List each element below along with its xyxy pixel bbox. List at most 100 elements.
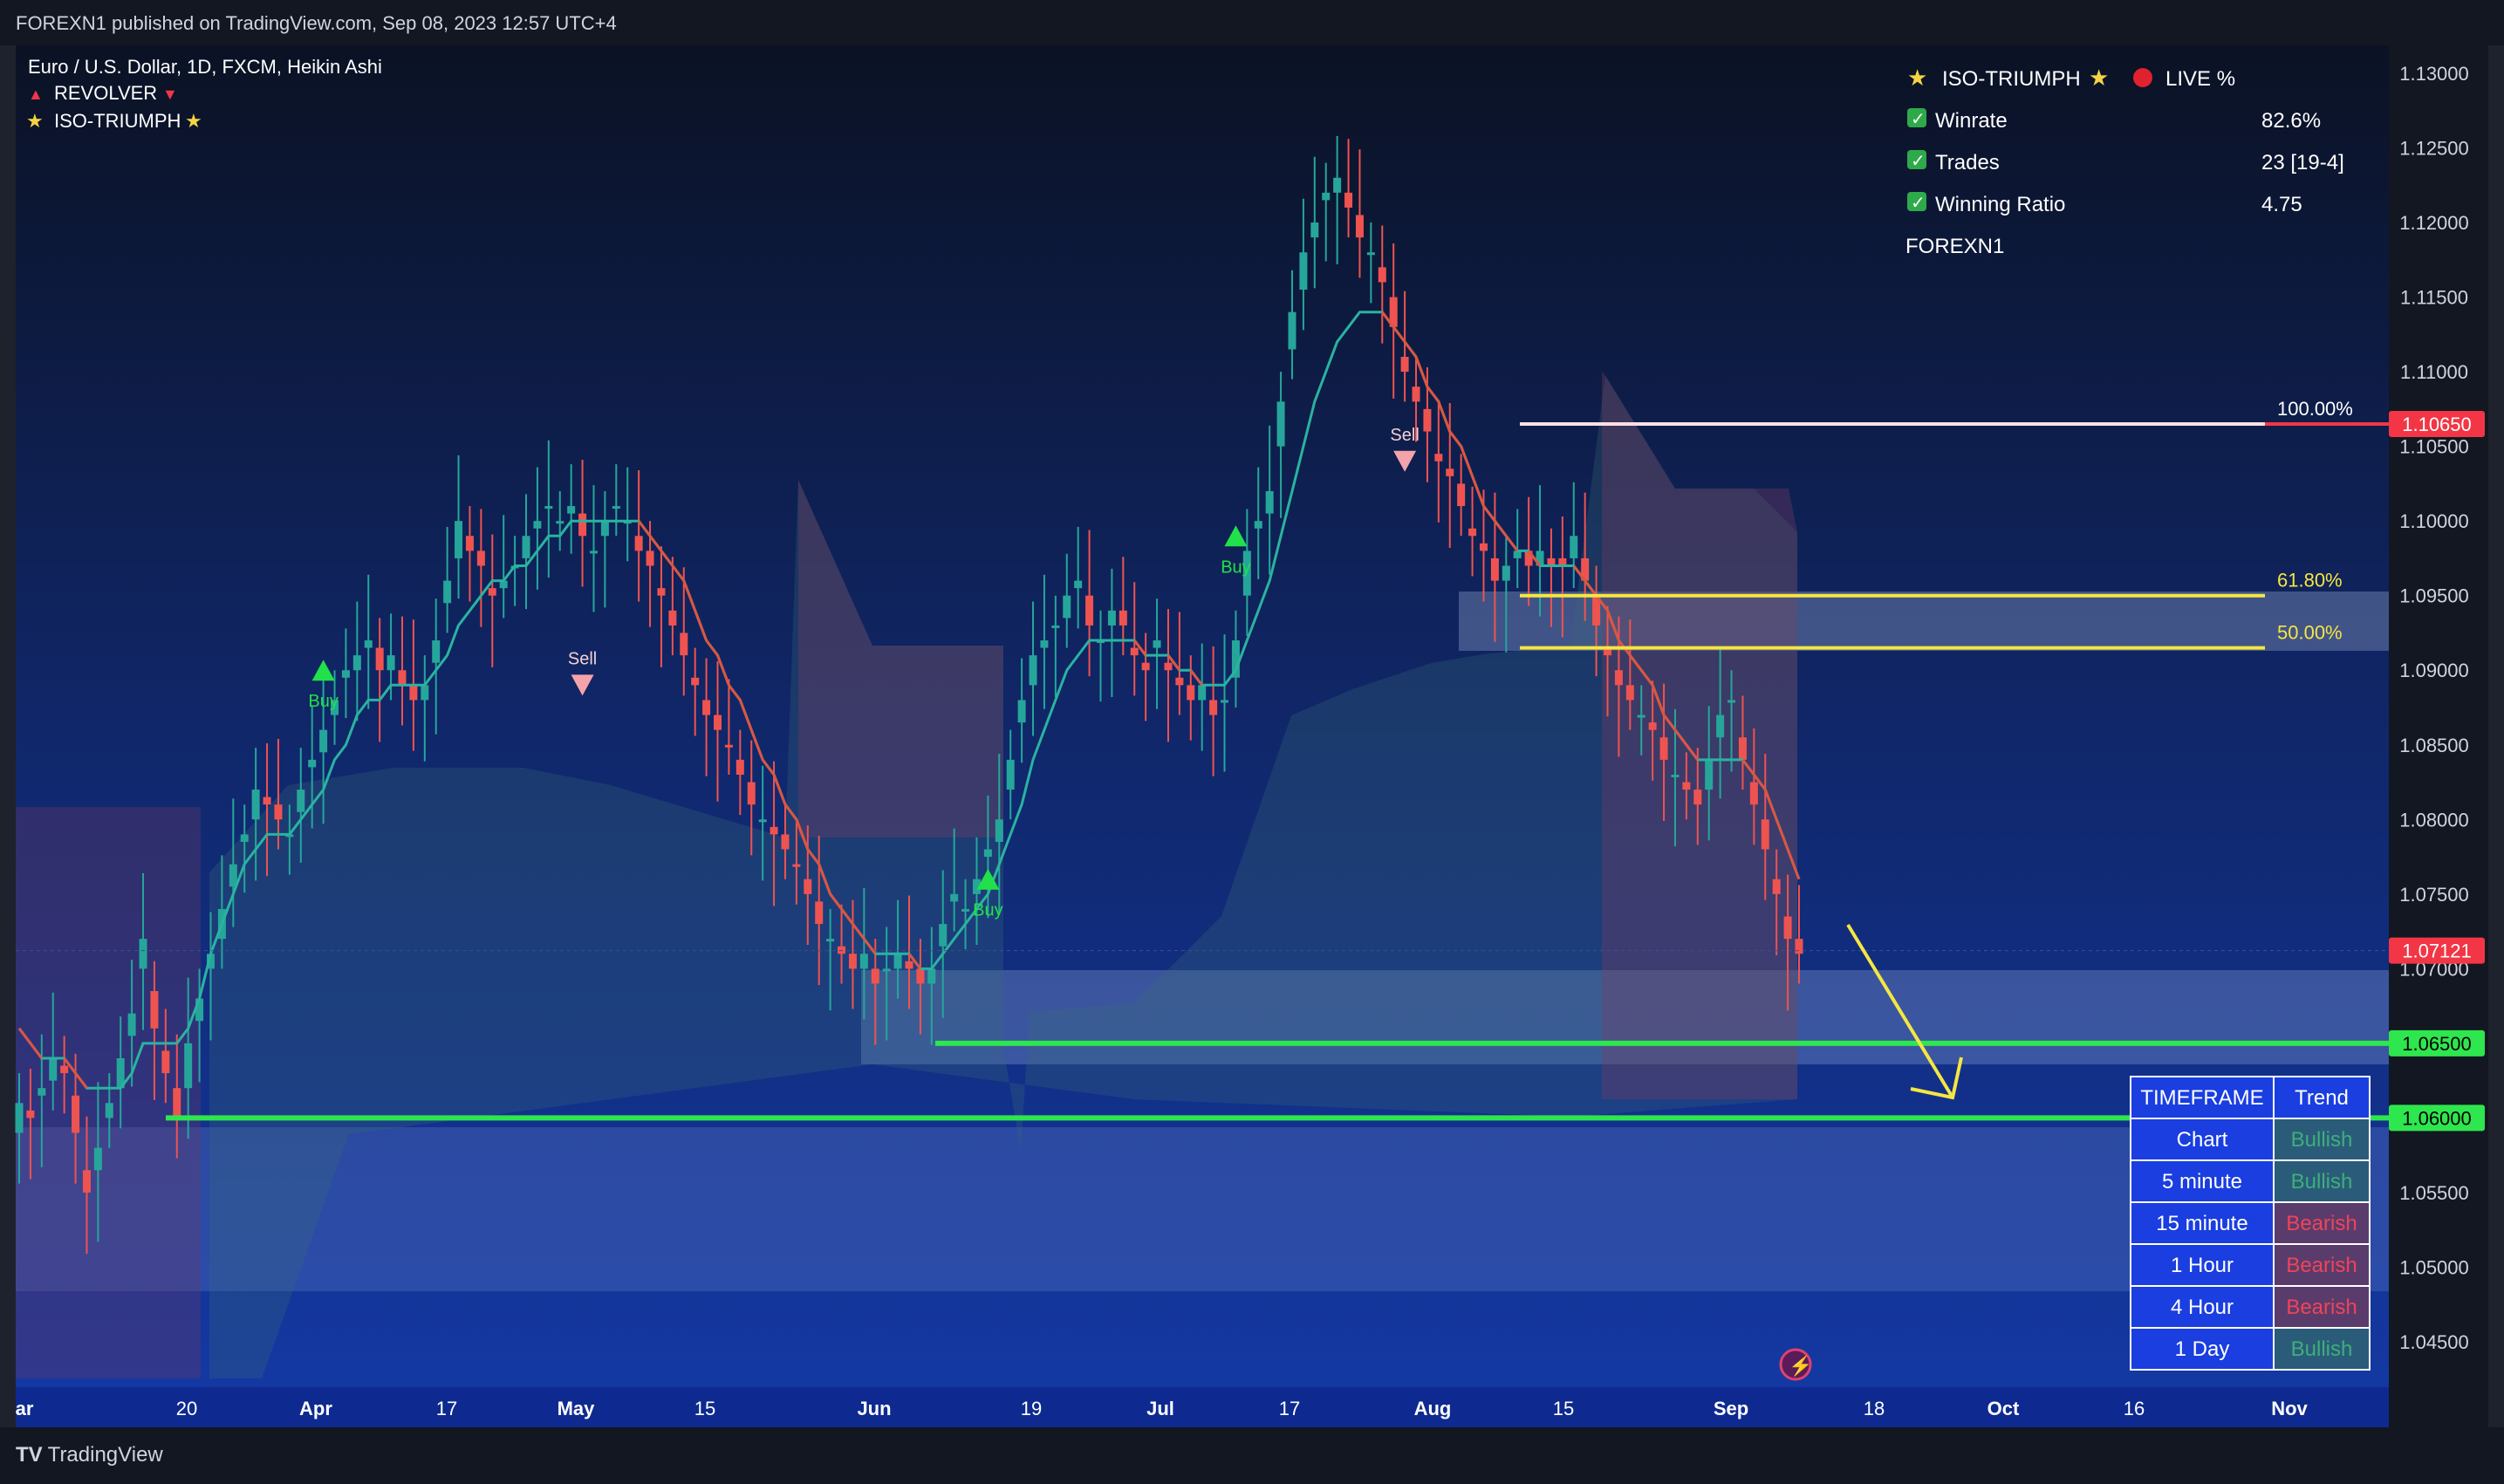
candle-body xyxy=(589,551,598,554)
candle-body xyxy=(443,580,452,604)
candle-body xyxy=(972,879,981,894)
lightning-icon[interactable] xyxy=(1779,1348,1812,1381)
stats-author: FOREXN1 xyxy=(1905,235,2004,258)
candle-body xyxy=(1221,700,1229,703)
candle-body xyxy=(331,700,339,715)
revolver-segment xyxy=(1426,386,1440,403)
footer-bar: TV TradingView xyxy=(0,1427,2504,1484)
candle-body xyxy=(364,640,373,648)
buy-label: Buy xyxy=(308,692,338,711)
candle-body xyxy=(1153,640,1161,648)
candle-body xyxy=(1547,557,1556,566)
x-tick-label: 18 xyxy=(1864,1398,1885,1419)
candle-body xyxy=(465,536,474,551)
revolver-segment xyxy=(1775,818,1789,851)
revolver-segment xyxy=(1381,311,1395,328)
revolver-segment xyxy=(1584,579,1597,597)
candle-body xyxy=(1536,551,1544,566)
table-cell xyxy=(2130,1285,2275,1329)
candle-body xyxy=(60,1065,69,1074)
revolver-segment xyxy=(1189,669,1203,687)
stats-panel: ★ ISO-TRIUMPH ★ LIVE % ✓ Winrate 82.6% ✓… xyxy=(1905,65,2344,258)
sell-arrow-icon xyxy=(1393,450,1417,472)
revolver-segment xyxy=(716,654,730,686)
table-cell xyxy=(2130,1159,2275,1203)
revolver-segment xyxy=(1471,475,1485,507)
y-tick-label: 1.13000 xyxy=(2399,63,2469,85)
trend-value: Bullish xyxy=(2291,1170,2353,1193)
candle-body xyxy=(1355,215,1364,238)
y-tick-label: 1.05500 xyxy=(2399,1182,2469,1204)
candle-body xyxy=(1400,357,1409,373)
candle-body xyxy=(714,715,722,730)
price-tag xyxy=(2389,937,2485,964)
revolver-segment xyxy=(694,610,708,641)
revolver-segment xyxy=(772,774,787,805)
time-axis-bg xyxy=(16,1387,2389,1427)
table-header-label: TIMEFRAME xyxy=(2140,1086,2263,1110)
timeframe-label: 5 minute xyxy=(2162,1170,2242,1193)
candle-body xyxy=(747,782,756,805)
candle-body xyxy=(499,580,508,589)
price-chart[interactable]: Buy Sell Buy Buy Sell 100.00% 61.80% 50.00% 1.… xyxy=(0,0,2504,1427)
revolver-segment xyxy=(17,1027,32,1044)
candle-body xyxy=(488,588,496,596)
revolver-segment xyxy=(1786,848,1801,880)
candle-body xyxy=(600,521,609,537)
candle-body xyxy=(15,1103,24,1133)
candle-body xyxy=(195,998,204,1022)
candle-body xyxy=(308,759,317,768)
signals: Buy Sell Buy Buy Sell xyxy=(308,426,1419,920)
candle-body xyxy=(1648,722,1657,730)
revolver-segment xyxy=(1741,758,1755,776)
y-tick-label: 1.05000 xyxy=(2399,1256,2469,1278)
star-icon: ★ xyxy=(2089,65,2109,91)
cloud-bear xyxy=(798,480,1003,838)
fib-zone xyxy=(1459,592,2389,651)
candle-body xyxy=(1040,640,1049,648)
x-tick-label: Jul xyxy=(1146,1398,1174,1419)
candle-body xyxy=(826,939,835,942)
candle-body xyxy=(1716,715,1725,738)
y-tick-label: 1.07500 xyxy=(2399,884,2469,906)
candle-body xyxy=(1795,939,1803,954)
candle-body xyxy=(1164,662,1173,671)
candle-body xyxy=(1558,557,1567,566)
candle-body xyxy=(781,834,790,850)
candle-body xyxy=(1209,700,1218,715)
stat-label: Winrate xyxy=(1935,109,2008,133)
revolver-segment xyxy=(1572,564,1586,582)
candle-body xyxy=(1604,647,1612,656)
fib-label: 61.80% xyxy=(2277,570,2343,592)
tradingview-logo[interactable]: TV TradingView xyxy=(16,1443,163,1467)
trend-value: Bearish xyxy=(2286,1296,2357,1319)
star-icon: ★ xyxy=(1907,65,1927,91)
sell-arrow-icon xyxy=(571,674,594,696)
candle-body xyxy=(432,640,441,663)
candle-body xyxy=(319,729,328,753)
brand-label: TradingView xyxy=(47,1443,163,1467)
candle-body xyxy=(1783,916,1792,940)
publish-info: FOREXN1 published on TradingView.com, Se… xyxy=(16,12,617,34)
revolver-segment xyxy=(761,758,776,776)
candle-body xyxy=(1333,177,1342,193)
candle-body xyxy=(724,744,733,748)
x-tick-label: ar xyxy=(16,1398,34,1419)
candle-body xyxy=(1074,580,1083,589)
candle-body xyxy=(1524,551,1533,566)
price-tag-label: 1.06000 xyxy=(2402,1107,2472,1129)
y-tick-label: 1.09500 xyxy=(2399,585,2469,607)
candle-body xyxy=(735,759,744,775)
candle-body xyxy=(1581,557,1590,581)
candle-body xyxy=(1366,252,1375,256)
cloud-main xyxy=(209,375,1797,1378)
candle-body xyxy=(173,1088,181,1118)
candle-body xyxy=(105,1103,113,1118)
candle-body xyxy=(127,1013,136,1036)
candle-body xyxy=(251,790,260,820)
revolver-segment xyxy=(818,864,832,895)
candle-body xyxy=(1772,879,1781,894)
revolver-segment xyxy=(1505,535,1519,552)
buy-arrow-icon xyxy=(311,660,335,681)
revolver-segment xyxy=(1527,550,1542,567)
